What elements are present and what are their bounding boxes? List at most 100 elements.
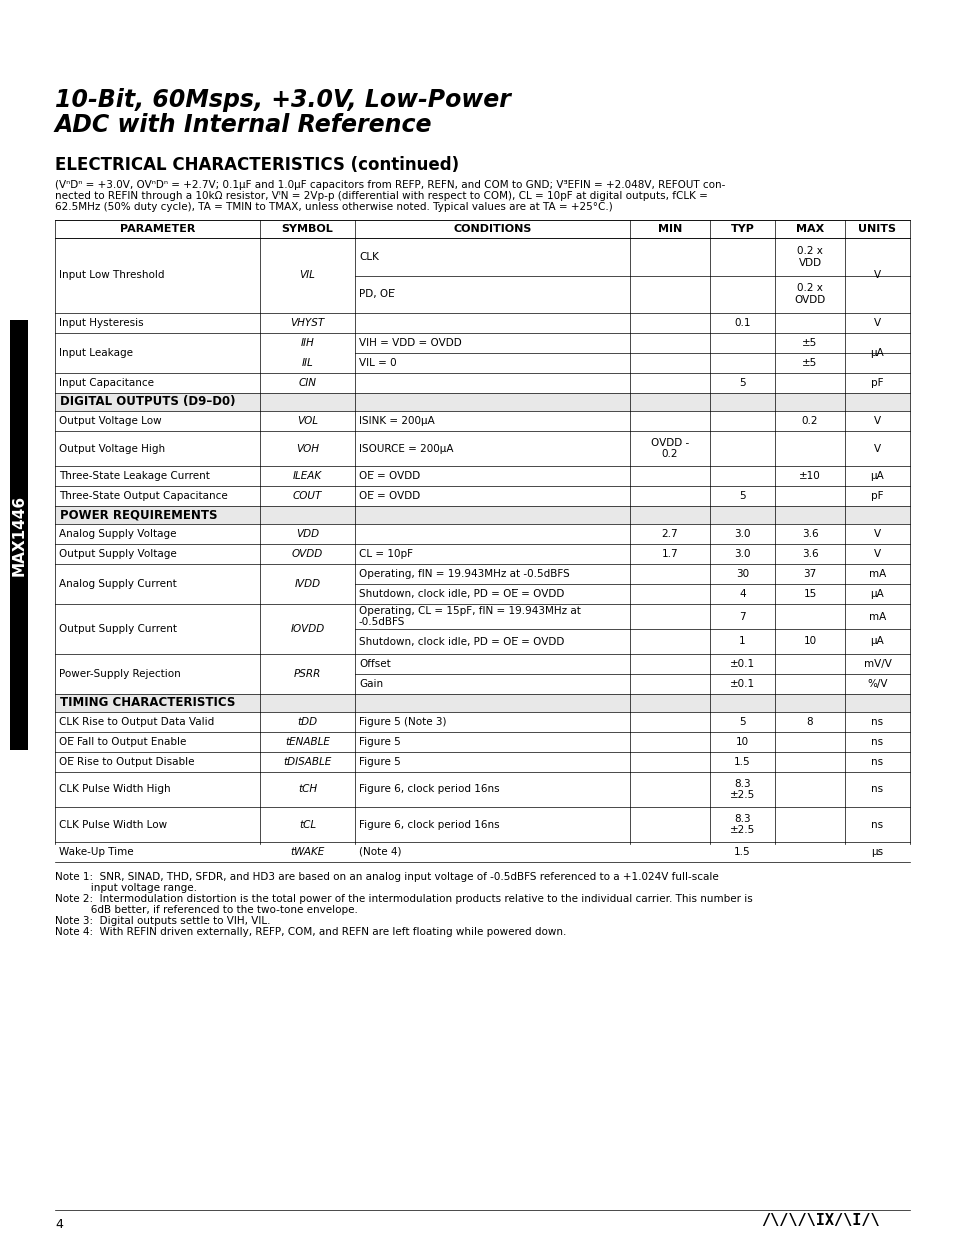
Text: 10: 10 bbox=[802, 636, 816, 646]
Text: 4: 4 bbox=[739, 589, 745, 599]
Text: (Note 4): (Note 4) bbox=[358, 847, 401, 857]
Text: SYMBOL: SYMBOL bbox=[281, 224, 333, 233]
Text: Shutdown, clock idle, PD = OE̅ = OVDD: Shutdown, clock idle, PD = OE̅ = OVDD bbox=[358, 589, 564, 599]
Text: tDISABLE: tDISABLE bbox=[283, 757, 332, 767]
Text: VIL = 0: VIL = 0 bbox=[358, 358, 396, 368]
Text: Figure 5: Figure 5 bbox=[358, 757, 400, 767]
Text: 62.5MHz (50% duty cycle), TA = TMIN to TMAX, unless otherwise noted. Typical val: 62.5MHz (50% duty cycle), TA = TMIN to T… bbox=[55, 203, 612, 212]
Text: ISINK = 200μA: ISINK = 200μA bbox=[358, 416, 435, 426]
Text: Output Voltage Low: Output Voltage Low bbox=[59, 416, 161, 426]
Text: VHYST: VHYST bbox=[290, 317, 324, 329]
Text: ±5: ±5 bbox=[801, 338, 817, 348]
Text: 4: 4 bbox=[55, 1219, 63, 1231]
Text: OVDD: OVDD bbox=[292, 550, 323, 559]
Text: Input Capacitance: Input Capacitance bbox=[59, 378, 153, 388]
Text: tCL: tCL bbox=[298, 820, 315, 830]
Text: Note 4:  With REFIN driven externally, REFP, COM, and REFN are left floating whi: Note 4: With REFIN driven externally, RE… bbox=[55, 927, 566, 937]
Text: VDD: VDD bbox=[295, 529, 318, 538]
Text: Note 3:  Digital outputs settle to VIH, VIL.: Note 3: Digital outputs settle to VIH, V… bbox=[55, 916, 271, 926]
Text: PD, OE̅: PD, OE̅ bbox=[358, 289, 395, 299]
Text: 1.5: 1.5 bbox=[734, 847, 750, 857]
Text: V: V bbox=[873, 529, 881, 538]
Text: MAX: MAX bbox=[795, 224, 823, 233]
Text: ILEAK: ILEAK bbox=[293, 471, 322, 480]
Text: PSRR: PSRR bbox=[294, 669, 321, 679]
Text: MAX1446: MAX1446 bbox=[11, 494, 27, 576]
Text: Note 1:  SNR, SINAD, THD, SFDR, and HD3 are based on an analog input voltage of : Note 1: SNR, SINAD, THD, SFDR, and HD3 a… bbox=[55, 872, 718, 882]
Text: V: V bbox=[873, 317, 881, 329]
Text: V: V bbox=[873, 443, 881, 453]
Text: V: V bbox=[873, 270, 881, 280]
Text: 5: 5 bbox=[739, 378, 745, 388]
Text: Figure 6, clock period 16ns: Figure 6, clock period 16ns bbox=[358, 784, 499, 794]
Text: 5: 5 bbox=[739, 492, 745, 501]
Text: OVDD -
0.2: OVDD - 0.2 bbox=[650, 437, 688, 459]
Text: %/V: %/V bbox=[866, 679, 887, 689]
Text: /\/\/\IX/\I/\: /\/\/\IX/\I/\ bbox=[760, 1213, 879, 1228]
Text: CIN: CIN bbox=[298, 378, 316, 388]
Text: mA: mA bbox=[868, 611, 885, 621]
Text: 8.3
±2.5: 8.3 ±2.5 bbox=[729, 814, 755, 835]
Text: IVDD: IVDD bbox=[294, 579, 320, 589]
Text: Output Supply Voltage: Output Supply Voltage bbox=[59, 550, 176, 559]
Text: Offset: Offset bbox=[358, 659, 391, 669]
Text: ISOURCE = 200μA: ISOURCE = 200μA bbox=[358, 443, 453, 453]
Text: CONDITIONS: CONDITIONS bbox=[453, 224, 531, 233]
Text: Operating, fIN = 19.943MHz at -0.5dBFS: Operating, fIN = 19.943MHz at -0.5dBFS bbox=[358, 569, 569, 579]
Text: Figure 5: Figure 5 bbox=[358, 737, 400, 747]
Text: Input Hysteresis: Input Hysteresis bbox=[59, 317, 144, 329]
Text: 3.0: 3.0 bbox=[734, 550, 750, 559]
Text: μs: μs bbox=[870, 847, 882, 857]
Text: DIGITAL OUTPUTS (D9–D0): DIGITAL OUTPUTS (D9–D0) bbox=[60, 395, 235, 409]
Text: ns: ns bbox=[870, 757, 882, 767]
Text: Output Supply Current: Output Supply Current bbox=[59, 624, 177, 634]
Text: PARAMETER: PARAMETER bbox=[120, 224, 195, 233]
Text: mV/V: mV/V bbox=[862, 659, 890, 669]
Text: Output Voltage High: Output Voltage High bbox=[59, 443, 165, 453]
Text: 8: 8 bbox=[806, 718, 813, 727]
Text: 0.1: 0.1 bbox=[734, 317, 750, 329]
Text: tENABLE: tENABLE bbox=[285, 737, 330, 747]
Text: Input Low Threshold: Input Low Threshold bbox=[59, 270, 164, 280]
Text: VOH: VOH bbox=[295, 443, 318, 453]
Text: tDD: tDD bbox=[297, 718, 317, 727]
Text: 0.2 x
OVDD: 0.2 x OVDD bbox=[794, 284, 824, 305]
Text: 1: 1 bbox=[739, 636, 745, 646]
Text: ±0.1: ±0.1 bbox=[729, 659, 754, 669]
Text: Input Leakage: Input Leakage bbox=[59, 348, 132, 358]
Text: Wake-Up Time: Wake-Up Time bbox=[59, 847, 133, 857]
Text: CLK Rise to Output Data Valid: CLK Rise to Output Data Valid bbox=[59, 718, 214, 727]
Text: 0.2: 0.2 bbox=[801, 416, 818, 426]
Bar bbox=[55, 393, 909, 411]
Text: μA: μA bbox=[870, 589, 883, 599]
Text: Three-State Leakage Current: Three-State Leakage Current bbox=[59, 471, 210, 480]
Bar bbox=[55, 506, 909, 524]
Text: 3.0: 3.0 bbox=[734, 529, 750, 538]
Text: V: V bbox=[873, 550, 881, 559]
Text: IIH: IIH bbox=[300, 338, 314, 348]
Text: Note 2:  Intermodulation distortion is the total power of the intermodulation pr: Note 2: Intermodulation distortion is th… bbox=[55, 894, 752, 904]
Text: 15: 15 bbox=[802, 589, 816, 599]
Text: V: V bbox=[873, 416, 881, 426]
Text: Power-Supply Rejection: Power-Supply Rejection bbox=[59, 669, 180, 679]
Text: ±5: ±5 bbox=[801, 358, 817, 368]
Text: Figure 5 (Note 3): Figure 5 (Note 3) bbox=[358, 718, 446, 727]
Text: ns: ns bbox=[870, 718, 882, 727]
Text: VIL: VIL bbox=[299, 270, 315, 280]
Text: μA: μA bbox=[870, 636, 883, 646]
Text: ELECTRICAL CHARACTERISTICS (continued): ELECTRICAL CHARACTERISTICS (continued) bbox=[55, 156, 458, 174]
Text: (VⁿDⁿ = +3.0V, OVⁿDⁿ = +2.7V; 0.1μF and 1.0μF capacitors from REFP, REFN, and CO: (VⁿDⁿ = +3.0V, OVⁿDⁿ = +2.7V; 0.1μF and … bbox=[55, 180, 724, 190]
Text: ns: ns bbox=[870, 737, 882, 747]
Text: 8.3
±2.5: 8.3 ±2.5 bbox=[729, 779, 755, 800]
Text: CL = 10pF: CL = 10pF bbox=[358, 550, 413, 559]
Text: TYP: TYP bbox=[730, 224, 754, 233]
Text: Analog Supply Current: Analog Supply Current bbox=[59, 579, 176, 589]
Text: OE̅ = OVDD: OE̅ = OVDD bbox=[358, 471, 420, 480]
Text: Shutdown, clock idle, PD = OE̅ = OVDD: Shutdown, clock idle, PD = OE̅ = OVDD bbox=[358, 636, 564, 646]
Text: VOL: VOL bbox=[296, 416, 317, 426]
Text: OE̅ = OVDD: OE̅ = OVDD bbox=[358, 492, 420, 501]
Bar bbox=[10, 320, 28, 750]
Text: IOVDD: IOVDD bbox=[290, 624, 324, 634]
Text: ±10: ±10 bbox=[799, 471, 820, 480]
Text: CLK Pulse Width High: CLK Pulse Width High bbox=[59, 784, 171, 794]
